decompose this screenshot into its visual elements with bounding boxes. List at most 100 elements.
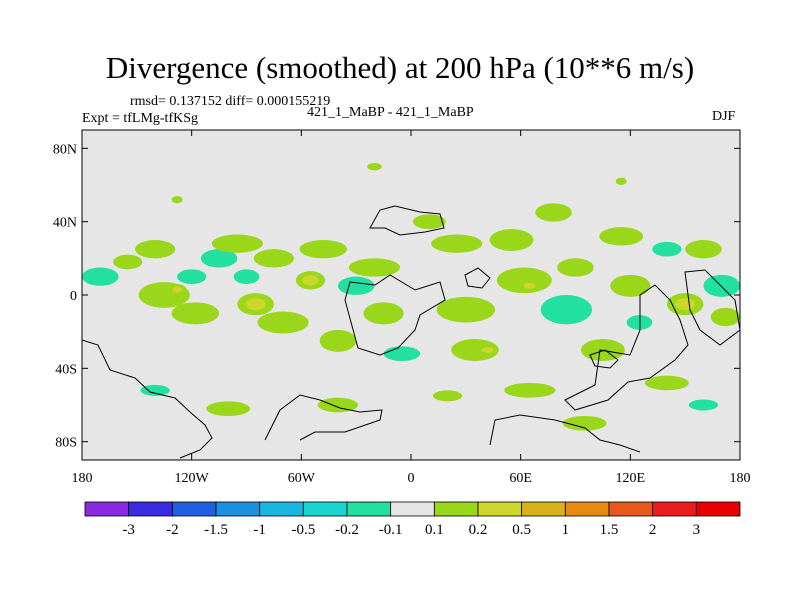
y-axis: 80N 40N 0 40S 80S (53, 142, 740, 451)
contour-region (367, 163, 382, 171)
colorbar-swatch (346, 501, 392, 517)
colorbar-swatch (608, 501, 654, 517)
x-tick: 0 (408, 130, 415, 486)
colorbar: -3 -2 -1.5 -1 -0.5 -0.2 -0.1 0.1 0.2 0.5 1 1.5 2 3 (84, 501, 741, 538)
contour-region (685, 240, 722, 259)
colorbar-swatch (477, 501, 523, 517)
coastline-antarctica (264, 394, 383, 441)
y-tick: 40N (53, 216, 740, 231)
x-tick: 120W (175, 130, 210, 486)
colorbar-swatch (433, 501, 479, 517)
colorbar-label: 0.2 (469, 522, 488, 538)
contour-region (299, 240, 348, 259)
colorbar-swatch (521, 501, 566, 517)
contour-region (436, 296, 496, 323)
contour-core (245, 298, 266, 311)
colorbar-label: -0.1 (379, 522, 403, 538)
contour-region (615, 177, 627, 185)
contour-region (211, 234, 263, 253)
contour-core (523, 282, 536, 289)
coastline-greenland (369, 205, 445, 236)
x-axis: 180 120W 60W 0 60E 120E 180 (72, 130, 751, 486)
y-tick-label: 0 (70, 289, 77, 304)
contour-region (319, 329, 357, 352)
contour-region (253, 249, 295, 268)
x-tick: 180 (730, 130, 751, 486)
contour-region (337, 276, 375, 296)
y-tick-label: 40S (55, 362, 77, 377)
x-tick: 60W (288, 130, 316, 486)
contour-region (432, 390, 463, 402)
colorbar-swatch (695, 501, 741, 517)
contour-core (302, 275, 319, 286)
coastline-east-antarctica (489, 414, 641, 453)
contour-region (206, 401, 251, 416)
contour-core (172, 286, 183, 293)
contour-region (535, 203, 572, 222)
coastline-africa (344, 274, 446, 356)
coastline-layer (82, 205, 740, 459)
contour-region (200, 249, 238, 268)
contour-region (140, 384, 170, 396)
x-tick-label: 120E (616, 471, 646, 486)
coastline-south-america (82, 339, 213, 459)
x-tick-label: 60W (288, 471, 316, 486)
colorbar-label: 2 (649, 522, 657, 538)
contour-region (363, 302, 404, 325)
contour-core (481, 346, 494, 354)
y-tick: 80N (53, 142, 740, 157)
contour-fill-layer (82, 163, 740, 431)
contour-region (610, 274, 651, 297)
contour-region (113, 254, 143, 270)
colorbar-swatch (84, 501, 130, 517)
colorbar-swatch (259, 501, 304, 517)
stats-label: rmsd= 0.137152 diff= 0.000155219 (130, 94, 331, 109)
contour-region (135, 240, 176, 259)
coastline-east-greenland (589, 349, 619, 369)
x-tick: 180 (72, 130, 93, 486)
chart-title: Divergence (smoothed) at 200 hPa (10**6 … (105, 50, 695, 85)
contour-region (383, 346, 421, 361)
colorbar-swatch (390, 501, 435, 517)
contour-region (703, 274, 740, 297)
x-tick: 60E (509, 130, 532, 486)
contour-region (348, 258, 401, 277)
colorbar-swatch (652, 501, 697, 517)
x-tick-label: 0 (408, 471, 415, 486)
y-tick: 0 (70, 289, 740, 304)
contour-region (489, 229, 534, 251)
colorbar-label: 0.5 (512, 522, 531, 538)
season-label: DJF (712, 109, 736, 124)
coastline-asia-pacific (684, 269, 740, 346)
y-tick: 40S (55, 362, 740, 377)
contour-region (644, 375, 689, 391)
contour-region (171, 196, 183, 204)
contour-region (504, 383, 556, 398)
coastline-islands (464, 267, 491, 289)
x-tick-label: 180 (730, 471, 751, 486)
colorbar-label: -0.2 (335, 522, 359, 538)
y-tick-label: 40N (53, 216, 77, 231)
colorbar-label: -1.5 (204, 522, 228, 538)
x-tick: 120E (616, 130, 646, 486)
contour-region (317, 397, 358, 413)
contour-region (557, 258, 594, 277)
x-tick-label: 180 (72, 471, 93, 486)
y-tick-label: 80N (53, 142, 77, 157)
colorbar-label: -3 (122, 522, 135, 538)
colorbar-label: -2 (166, 522, 179, 538)
y-tick-label: 80S (55, 436, 77, 451)
contour-region (257, 311, 309, 334)
experiment-label: Expt = tfLMg-tfKSg (82, 111, 198, 126)
y-tick: 80S (55, 436, 740, 451)
x-tick-label: 120W (175, 471, 210, 486)
colorbar-swatch (215, 501, 261, 517)
colorbar-swatch (564, 501, 610, 517)
colorbar-label: 0.1 (425, 522, 444, 538)
contour-region (451, 339, 499, 361)
contour-region (177, 269, 207, 284)
contour-region (233, 269, 260, 284)
contour-region (688, 399, 719, 411)
contour-region (171, 302, 220, 325)
